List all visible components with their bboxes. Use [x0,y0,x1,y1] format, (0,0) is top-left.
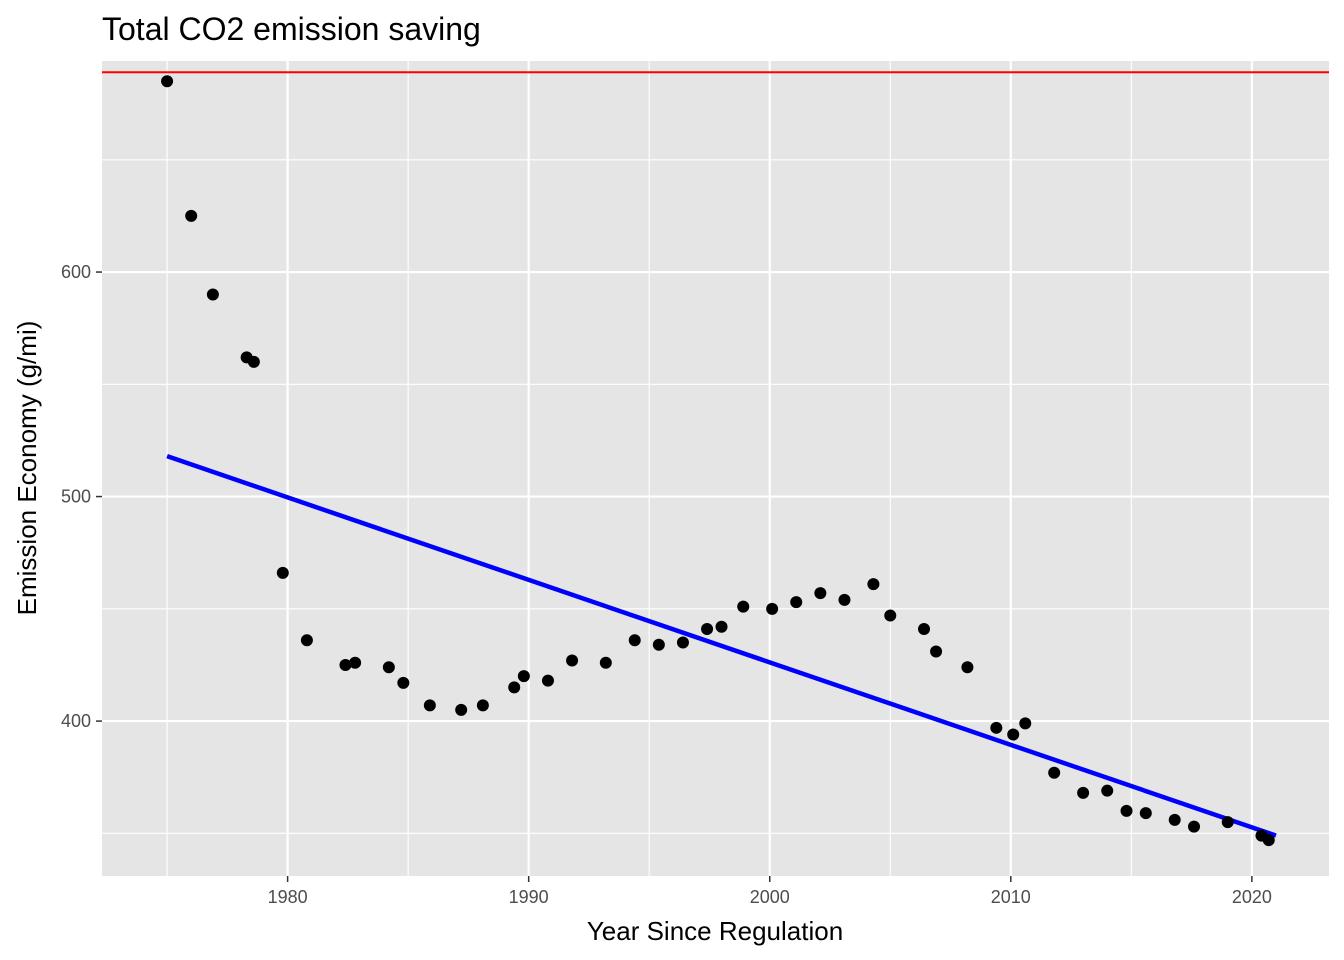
data-point [247,355,260,368]
data-point [566,654,579,667]
data-point [628,634,641,647]
data-point [423,699,436,712]
points-layer [161,75,1275,847]
data-point [867,578,880,591]
x-axis-title: Year Since Regulation [587,916,843,946]
data-point [1007,728,1020,741]
data-point [276,566,289,579]
data-point [599,656,612,669]
data-point [790,596,803,609]
data-point [300,634,313,647]
data-point [990,721,1003,734]
data-point [918,623,931,636]
x-tick-label: 2020 [1232,887,1272,907]
data-point [185,209,198,222]
data-point [382,661,395,674]
data-point [339,658,352,671]
y-tick-label: 600 [61,262,91,282]
data-point [652,638,665,651]
data-point [1188,820,1201,833]
data-point [206,288,219,301]
y-axis-ticks: 400 500 600 [61,262,102,731]
trend-line-layer [166,454,1277,838]
x-tick-label: 1980 [268,887,308,907]
data-point [397,676,410,689]
data-point [1101,784,1114,797]
data-point [930,645,943,658]
data-point [737,600,750,613]
x-tick-label: 1990 [509,887,549,907]
data-point [884,609,897,622]
data-point [1221,816,1234,829]
data-point [1168,813,1181,826]
data-point [766,602,779,615]
x-tick-label: 2010 [991,887,1031,907]
data-point [455,703,468,716]
data-point [1019,717,1032,730]
data-point [541,674,554,687]
x-axis-ticks: 1980 1990 2000 2010 2020 [268,876,1272,907]
data-point [1077,786,1090,799]
data-point [838,593,851,606]
minor-gridlines [102,61,1329,876]
x-tick-label: 2000 [750,887,790,907]
major-gridlines [102,61,1329,876]
trend-line [166,454,1277,838]
plot-panel [102,61,1329,876]
data-point [1048,766,1061,779]
y-axis-title: Emission Economy (g/mi) [12,321,42,616]
y-tick-label: 500 [61,487,91,507]
chart-title: Total CO2 emission saving [102,11,481,47]
data-point [676,636,689,649]
y-tick-label: 400 [61,711,91,731]
data-point [701,623,714,636]
data-point [349,656,362,669]
data-point [1139,807,1152,820]
data-point [508,681,521,694]
data-point [517,670,530,683]
data-point [961,661,974,674]
data-point [1120,804,1133,817]
data-point [476,699,489,712]
data-point [715,620,728,633]
data-point [161,75,174,88]
data-point [814,587,827,600]
data-point [1262,834,1275,847]
